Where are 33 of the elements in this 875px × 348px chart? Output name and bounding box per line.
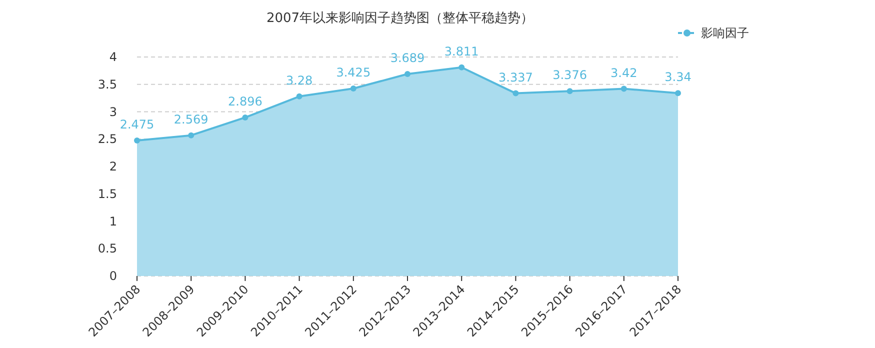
- y-tick-label: 3.5: [98, 77, 117, 92]
- y-tick-label: 1.5: [98, 186, 117, 201]
- point: [242, 114, 248, 120]
- point: [566, 88, 573, 94]
- point: [675, 90, 681, 96]
- point: [188, 132, 194, 138]
- y-tick-label: 2: [109, 160, 117, 174]
- data-label: 3.689: [390, 51, 425, 66]
- point: [134, 137, 140, 144]
- point: [350, 85, 356, 92]
- data-label: 3.376: [552, 68, 587, 82]
- data-label: 3.425: [336, 65, 371, 80]
- y-tick-label: 2.5: [98, 132, 117, 146]
- point: [296, 93, 302, 100]
- point: [404, 71, 410, 78]
- data-label: 3.34: [664, 70, 692, 84]
- data-label: 2.569: [174, 112, 208, 126]
- y-tick-label: 1: [109, 214, 117, 228]
- chart-title: 2007年以来影响因子趋势图（整体平稳趋势）: [266, 11, 534, 26]
- legend-label: 影响因子: [701, 26, 749, 40]
- y-tick-label: 0.5: [98, 242, 117, 256]
- y-tick-label: 4: [109, 50, 117, 64]
- data-label: 2.896: [228, 94, 262, 108]
- data-label: 2.475: [120, 117, 154, 132]
- y-tick-label: 3: [109, 104, 117, 119]
- point: [512, 90, 519, 96]
- data-label: 3.811: [444, 44, 479, 58]
- point: [620, 86, 627, 92]
- y-tick-label: 0: [109, 269, 117, 283]
- data-label: 3.42: [610, 66, 638, 80]
- point: [458, 64, 465, 70]
- data-label: 3.28: [286, 73, 313, 88]
- data-label: 3.337: [498, 70, 533, 84]
